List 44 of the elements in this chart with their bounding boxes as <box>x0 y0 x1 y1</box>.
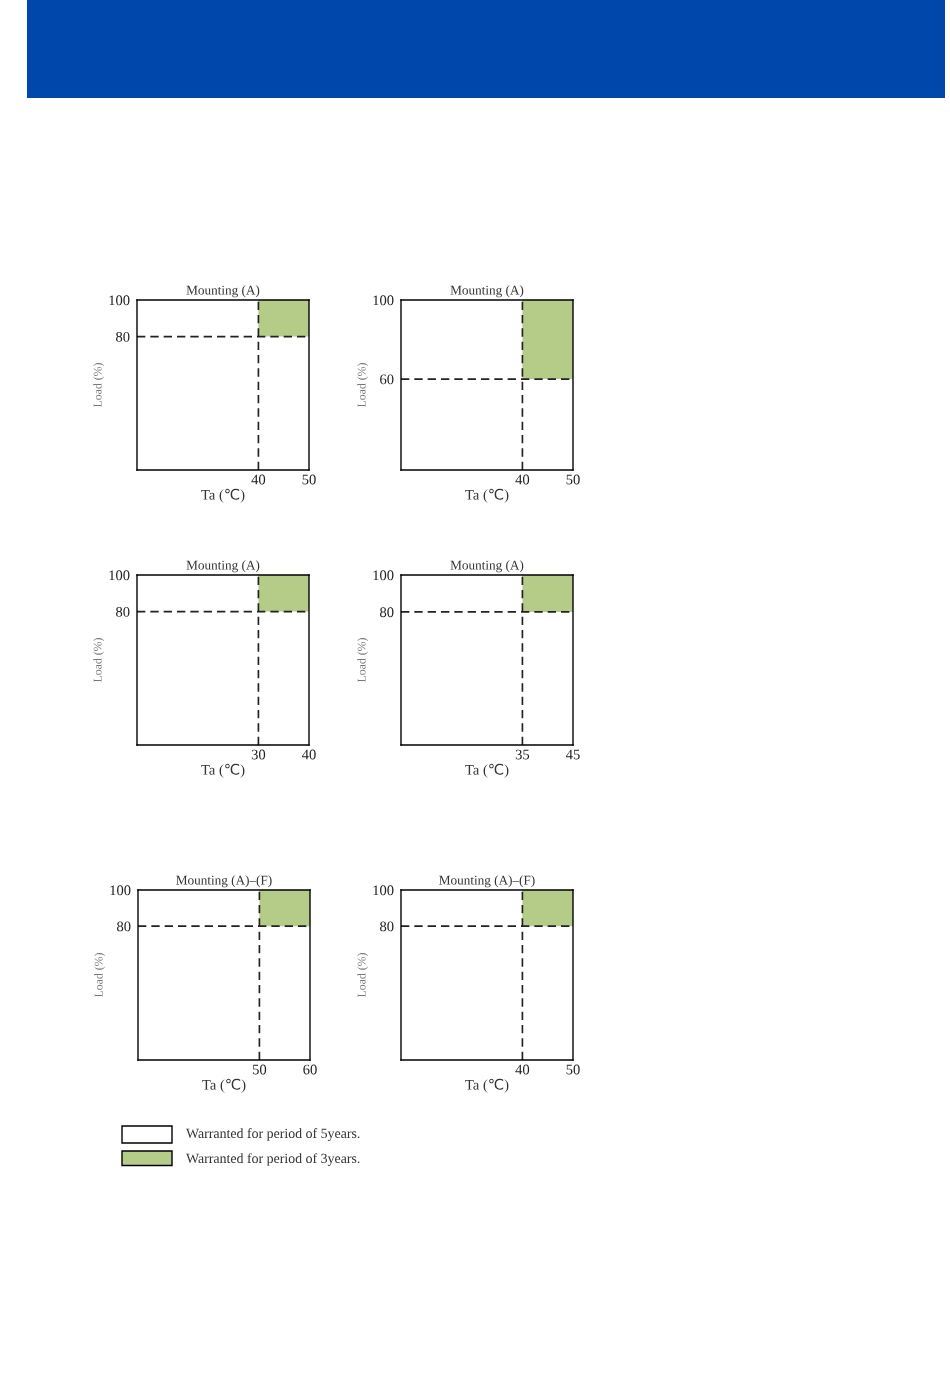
y-tick-label: 100 <box>110 885 131 896</box>
y-tick-label: 100 <box>373 295 394 306</box>
text: Warranted for period of 5years. <box>186 1128 360 1141</box>
y-axis-title: Load (%) <box>357 638 369 683</box>
chart-title: Mounting (A)–(F) <box>439 875 535 888</box>
y-axis-title: Load (%) <box>94 953 106 998</box>
chart-title: Mounting (A)–(F) <box>176 875 272 888</box>
x-tick-label: 60 <box>303 1064 317 1075</box>
y-axis-title: Load (%) <box>93 638 105 683</box>
x-axis-title: Ta (℃) <box>202 1078 246 1093</box>
chart-title: Mounting (A) <box>186 560 260 573</box>
x-tick-label: 50 <box>566 474 580 485</box>
y-tick-label: 60 <box>380 374 394 385</box>
y-axis-title: Load (%) <box>93 363 105 408</box>
x-tick-label: 45 <box>565 749 580 760</box>
y-tick-label: 80 <box>380 921 394 932</box>
legend-label: Warranted for period of 3years. <box>186 1153 360 1166</box>
x-axis-title: Ta (℃) <box>465 488 509 503</box>
y-tick-label: 100 <box>373 570 394 581</box>
chart-title: Mounting (A) <box>450 560 524 573</box>
x-axis-title: Ta (℃) <box>201 488 245 503</box>
y-tick-label: 80 <box>117 921 131 932</box>
x-tick-label: 40 <box>515 474 530 485</box>
y-axis-title: Load (%) <box>357 953 369 998</box>
y-axis-title: Load (%) <box>357 363 369 408</box>
x-tick-label: 30 <box>251 749 266 760</box>
y-tick-label: 100 <box>109 570 130 581</box>
x-axis-title: Ta (℃) <box>201 763 245 778</box>
x-tick-label: 50 <box>302 474 316 485</box>
x-tick-label: 40 <box>515 1064 530 1075</box>
y-tick-label: 100 <box>373 885 394 896</box>
x-tick-label: 35 <box>515 749 530 760</box>
y-tick-label: 80 <box>116 606 130 617</box>
chart-title: Mounting (A) <box>450 285 524 298</box>
x-tick-label: 40 <box>251 474 266 485</box>
y-tick-label: 80 <box>380 607 394 618</box>
x-tick-label: 50 <box>252 1064 267 1075</box>
x-tick-label: 50 <box>566 1064 580 1075</box>
y-tick-label: 80 <box>116 331 130 342</box>
chart-title: Mounting (A) <box>186 285 260 298</box>
x-axis-title: Ta (℃) <box>465 1078 509 1093</box>
x-tick-label: 40 <box>301 749 316 760</box>
y-tick-label: 100 <box>109 295 130 306</box>
x-axis-title: Ta (℃) <box>465 763 509 778</box>
